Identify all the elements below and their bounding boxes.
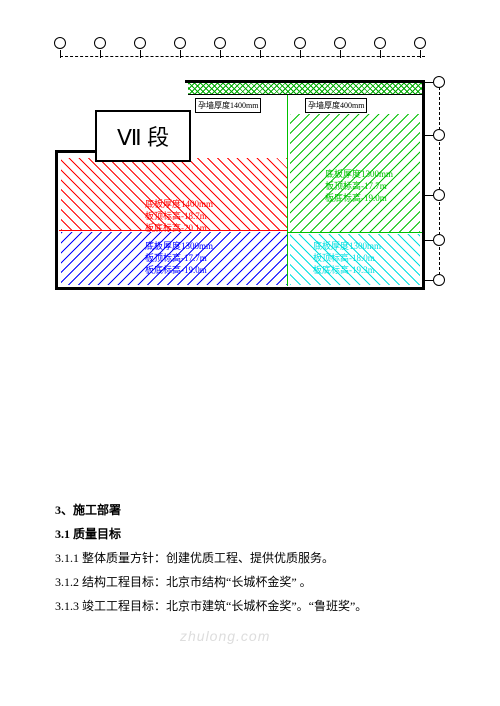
top-axis-mark	[134, 37, 146, 49]
divider-line	[287, 95, 288, 286]
right-axis-mark	[433, 189, 445, 201]
zone-green-label: 底板厚度1300mm板顶标高-17.7m板底标高-19.0m	[325, 168, 393, 204]
heading-1: 3、施工部署	[55, 498, 445, 522]
right-axis-mark	[433, 234, 445, 246]
top-axis-mark	[214, 37, 226, 49]
body-line-1: 3.1.1 整体质量方针：创建优质工程、提供优质服务。	[55, 546, 445, 570]
top-axis-mark	[294, 37, 306, 49]
right-axis-mark	[433, 274, 445, 286]
body-text: 3、施工部署 3.1 质量目标 3.1.1 整体质量方针：创建优质工程、提供优质…	[55, 498, 445, 618]
section-title-box: Ⅶ 段	[95, 110, 191, 162]
right-axis-mark	[433, 129, 445, 141]
divider-line	[59, 230, 287, 231]
top-axis-mark	[174, 37, 186, 49]
top-axis-line	[60, 56, 425, 57]
divider-line	[287, 232, 422, 233]
heading-2: 3.1 质量目标	[55, 522, 445, 546]
top-axis-mark	[94, 37, 106, 49]
header-label: 孕墙厚度400mm	[305, 98, 367, 113]
zone-red-label: 底板厚度1400mm板顶标高-18.7m板底标高-20.1m	[145, 198, 213, 234]
body-line-3: 3.1.3 竣工工程目标：北京市建筑“长城杯金奖”。“鲁班奖”。	[55, 594, 445, 618]
hatch-header	[188, 83, 422, 95]
watermark: zhulong.com	[180, 628, 270, 644]
zone-blue-label: 底板厚度1300mm板顶标高-17.7m板底标高-19.0m	[145, 240, 213, 276]
right-axis-line	[439, 82, 440, 285]
header-label: 孕墙厚度1400mm	[195, 98, 261, 113]
right-axis-mark	[433, 76, 445, 88]
top-axis-mark	[254, 37, 266, 49]
top-axis-mark	[54, 37, 66, 49]
body-line-2: 3.1.2 结构工程目标：北京市结构“长城杯金奖” 。	[55, 570, 445, 594]
section-title-text: Ⅶ 段	[117, 125, 169, 150]
top-axis-mark	[374, 37, 386, 49]
zone-cyan-label: 底板厚度1300mm板顶标高-18.0m板底标高-19.3m	[313, 240, 381, 276]
top-axis-mark	[334, 37, 346, 49]
top-axis-mark	[414, 37, 426, 49]
drawing-canvas: 孕墙厚度1400mm 孕墙厚度400mm 底板厚度1400mm板顶标高-18.7m…	[55, 40, 445, 320]
